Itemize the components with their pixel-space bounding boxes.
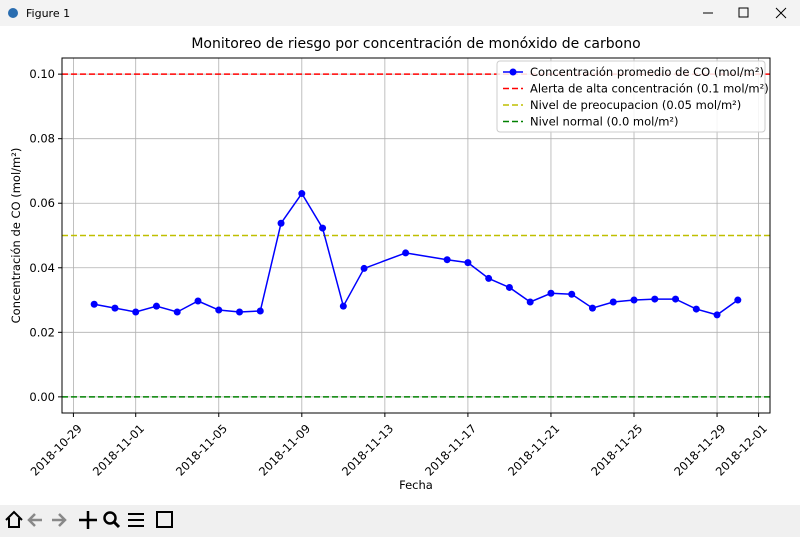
data-point (547, 289, 555, 297)
data-point (672, 295, 680, 303)
data-point (734, 296, 742, 304)
axes-frame (61, 57, 771, 414)
legend-box (496, 60, 766, 133)
data-point (173, 308, 181, 316)
data-point (152, 302, 160, 310)
y-axis-label: Concentración de CO (mol/m²) (9, 148, 23, 324)
data-point (256, 307, 264, 315)
y-tick-label: 0.00 (29, 390, 55, 404)
data-point (402, 249, 410, 257)
window-title: Figure 1 (26, 7, 70, 20)
zoom-button[interactable] (103, 511, 121, 529)
data-point (692, 305, 700, 313)
y-tick-label: 0.06 (29, 196, 55, 210)
legend-marker (509, 68, 517, 76)
data-point (630, 296, 638, 304)
pan-button[interactable] (79, 511, 97, 529)
data-point (277, 219, 285, 227)
title-bar (0, 0, 800, 26)
data-point (505, 283, 513, 291)
data-point (588, 304, 596, 312)
data-point (339, 302, 347, 310)
x-axis-label: Fecha (399, 478, 433, 492)
data-point (651, 295, 659, 303)
data-point (90, 300, 98, 308)
chart-title: Monitoreo de riesgo por concentración de… (191, 36, 640, 52)
data-point (464, 259, 472, 267)
y-tick-label: 0.04 (29, 261, 55, 275)
y-tick-label: 0.10 (29, 67, 55, 81)
toolbar (0, 505, 800, 537)
back-button[interactable] (27, 513, 42, 527)
legend: Concentración promedio de CO (mol/m²) Ale… (496, 60, 769, 133)
y-tick-label: 0.02 (29, 325, 55, 339)
save-button[interactable] (156, 511, 173, 528)
data-point (713, 311, 721, 319)
data-point (215, 306, 223, 314)
home-button[interactable] (5, 510, 23, 528)
legend-label: Nivel de preocupacion (0.05 mol/m²) (530, 98, 741, 112)
data-point (298, 190, 306, 198)
data-point (111, 304, 119, 312)
data-point (194, 297, 202, 305)
data-point (132, 308, 140, 316)
data-point (568, 290, 576, 298)
configure-button[interactable] (128, 513, 144, 527)
data-point (526, 298, 534, 306)
close-button[interactable] (775, 7, 787, 19)
y-tick-label: 0.08 (29, 132, 55, 146)
data-point (443, 256, 451, 264)
legend-label: Nivel normal (0.0 mol/m²) (530, 115, 679, 129)
data-point (360, 264, 368, 272)
app-icon (8, 8, 18, 18)
data-point (609, 298, 617, 306)
legend-label: Alerta de alta concentración (0.1 mol/m²… (530, 82, 769, 96)
data-point (485, 274, 493, 282)
data-point (319, 224, 327, 232)
maximize-button[interactable] (738, 7, 749, 18)
legend-label: Concentración promedio de CO (mol/m²) (530, 65, 764, 79)
data-point (236, 308, 244, 316)
forward-button[interactable] (52, 513, 67, 527)
